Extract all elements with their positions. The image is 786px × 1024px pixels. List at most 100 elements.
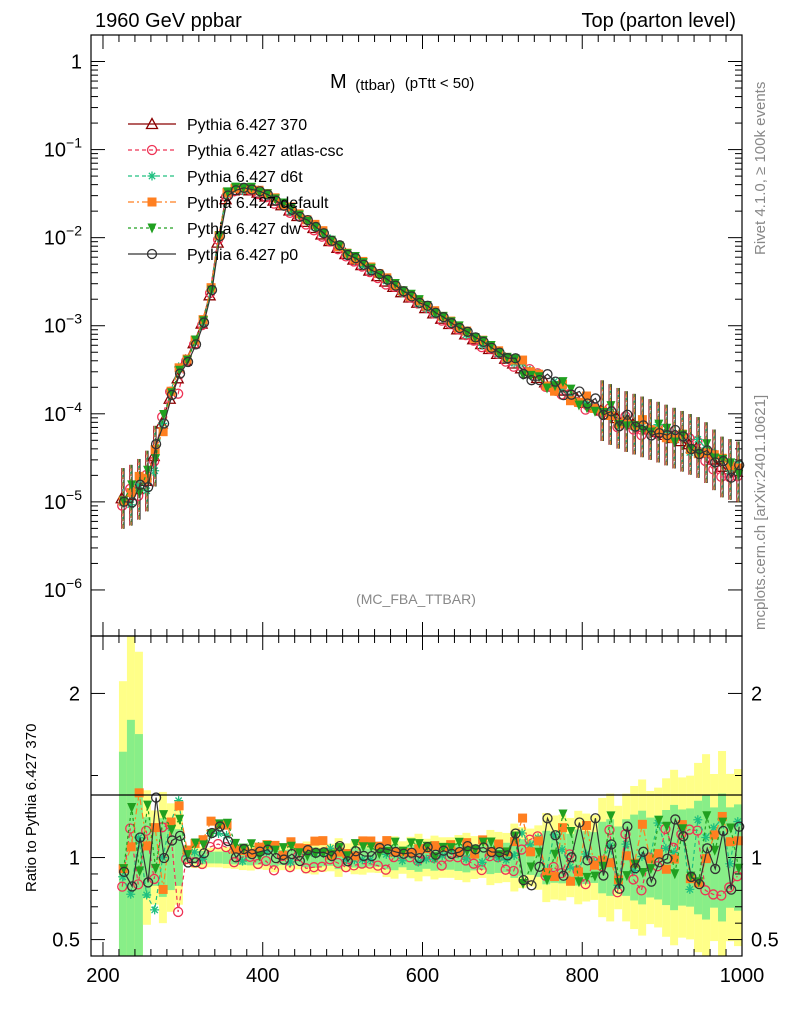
ratio-point-dw (446, 843, 456, 854)
ratio-point-p0 (294, 855, 306, 867)
ratio-point-default (526, 847, 536, 857)
legend-item-p370: Pythia 6.427 370 (128, 117, 307, 134)
ratio-point-dw (430, 852, 440, 863)
mcplots-label: mcplots.cern.ch [arXiv:2401.10621] (752, 395, 769, 630)
ratio-point-d6t (517, 828, 527, 838)
ratio-band-inner (662, 809, 671, 906)
ratio-point-p0 (350, 846, 361, 857)
ratio-point-default (637, 819, 647, 829)
ratio-point-atlas (133, 879, 144, 890)
ratio-band-inner (222, 851, 231, 864)
ratio-point-p0 (142, 877, 154, 888)
ratio-point-default (302, 844, 312, 854)
ratio-point-dw (558, 809, 568, 820)
data-point-dw (518, 370, 528, 381)
ratio-point-p0 (254, 846, 266, 857)
data-point-p0 (462, 326, 473, 337)
ratio-point-default (725, 837, 735, 847)
data-point-p0 (390, 280, 401, 291)
data-point-p0 (510, 353, 521, 364)
data-point-d6t (285, 207, 295, 217)
ratio-point-dw (135, 866, 145, 877)
ratio-point-default (558, 823, 568, 833)
ratio-point-p0 (326, 850, 337, 862)
ratio-point-dw (223, 818, 233, 829)
ratio-point-default (142, 841, 152, 851)
ratio-point-dw (438, 842, 448, 853)
ratio-point-default (550, 872, 560, 882)
ratio-point-p0 (510, 828, 521, 839)
ratio-point-default (510, 837, 520, 847)
ratio-point-default (230, 844, 240, 854)
ratio-point-dw (167, 825, 177, 836)
ratio-band-inner (686, 808, 695, 907)
data-point-p0 (406, 291, 417, 302)
y-tick-label: 10−2 (44, 223, 82, 250)
ratio-band-inner (118, 751, 127, 956)
ratio-point-d6t (357, 855, 367, 865)
ratio-point-p0 (726, 884, 737, 895)
ratio-point-p0 (606, 839, 617, 850)
data-point-default (550, 386, 560, 396)
ratio-point-d6t (190, 847, 200, 857)
ratio-point-atlas (604, 824, 615, 836)
ratio-point-d6t (126, 889, 136, 899)
ratio-point-p0 (566, 852, 577, 863)
data-point-p0 (166, 389, 178, 401)
ratio-point-d6t (421, 854, 431, 864)
ratio-point-p0 (526, 880, 537, 891)
y-tick-label: 10−5 (44, 487, 82, 514)
data-point-p0 (574, 386, 585, 397)
ratio-y-tick-label-right: 1 (751, 848, 762, 870)
data-point-p0 (518, 368, 529, 380)
legend-label: Pythia 6.427 370 (187, 117, 307, 134)
ratio-point-dw (294, 848, 304, 859)
ratio-point-default (270, 840, 280, 850)
ratio-band-inner (678, 809, 687, 906)
ratio-point-default (414, 844, 424, 854)
data-point-p0 (270, 195, 282, 206)
ratio-point-dw (422, 841, 432, 852)
ratio-band-inner (150, 829, 159, 886)
x-tick-label: 200 (86, 965, 119, 987)
ratio-point-d6t (461, 854, 471, 864)
data-point-dw (223, 187, 233, 198)
ratio-point-dw (238, 843, 248, 854)
data-point-p0 (478, 336, 489, 347)
ratio-point-dw (159, 810, 169, 821)
ratio-point-atlas (372, 860, 383, 871)
ratio-point-dw (534, 847, 544, 858)
ratio-point-default (150, 823, 160, 833)
ratio-point-dw (654, 815, 664, 826)
ratio-point-p0 (430, 849, 441, 860)
ratio-point-p0 (230, 852, 242, 863)
ratio-band-inner (206, 851, 215, 864)
ratio-point-dw (334, 842, 344, 853)
ratio-point-p0 (678, 831, 689, 842)
ratio-point-default (310, 836, 320, 846)
ratio-point-default (206, 816, 216, 826)
data-point-p0 (534, 374, 545, 386)
ratio-point-p0 (390, 846, 401, 858)
ratio-point-default (605, 858, 615, 868)
ratio-point-p0 (366, 850, 377, 862)
ratio-point-p0 (358, 850, 369, 862)
ratio-point-p0 (598, 870, 609, 881)
data-point-dw (414, 295, 424, 306)
legend-label: Pythia 6.427 default (187, 195, 329, 212)
ratio-point-p0 (166, 835, 178, 846)
ratio-point-p0 (534, 861, 545, 872)
data-point-p0 (334, 240, 345, 251)
data-point-p0 (526, 375, 537, 386)
legend: Pythia 6.427 370 Pythia 6.427 atlas-csc Py… (128, 117, 344, 264)
ratio-point-d6t (325, 843, 335, 853)
ratio-point-default (717, 811, 727, 821)
legend-marker (147, 223, 157, 234)
ratio-point-p0 (206, 827, 218, 839)
ratio-point-default (581, 820, 591, 830)
data-point-p0 (278, 200, 290, 211)
ratio-point-d6t (214, 829, 224, 839)
ratio-point-p0 (342, 856, 353, 867)
ratio-point-dw (270, 845, 280, 856)
